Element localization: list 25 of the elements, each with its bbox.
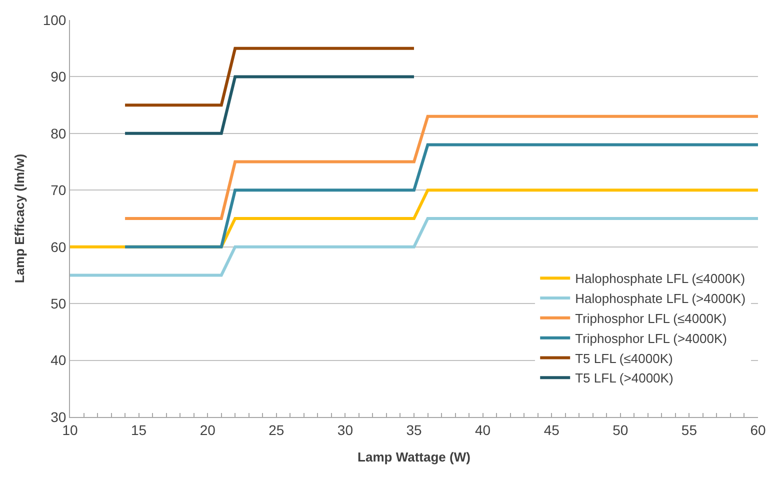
x-axis-title: Lamp Wattage (W) [358, 449, 470, 464]
x-tick-label: 50 [612, 422, 628, 438]
x-tick-label: 35 [406, 422, 422, 438]
x-tick-label: 60 [750, 422, 766, 438]
legend-label: Halophosphate LFL (>4000K) [575, 291, 746, 306]
x-tick-label: 30 [337, 422, 354, 438]
legend-label: Triphosphor LFL (>4000K) [575, 330, 727, 346]
y-tick-label: 60 [50, 238, 66, 255]
y-tick-label: 80 [50, 125, 66, 142]
legend-label: Halophosphate LFL (≤4000K) [575, 271, 746, 286]
x-tick-label: 40 [475, 422, 491, 438]
y-tick-label: 100 [42, 12, 66, 28]
x-tick-label: 55 [681, 422, 698, 438]
y-tick-label: 50 [50, 295, 66, 312]
y-tick-label: 90 [50, 68, 66, 85]
x-tick-label: 15 [131, 422, 147, 438]
y-tick-label: 40 [50, 352, 66, 368]
x-tick-label: 20 [200, 422, 216, 438]
legend-label: T5 LFL (≤4000K) [575, 350, 673, 366]
legend-label: T5 LFL (>4000K) [575, 370, 674, 386]
y-tick-label: 70 [50, 182, 66, 198]
x-tick-label: 45 [544, 422, 560, 438]
x-tick-label: 25 [268, 422, 284, 438]
legend-label: Triphosphor LFL (≤4000K) [575, 311, 727, 326]
y-axis-title: Lamp Efficacy (lm/w) [12, 154, 27, 284]
